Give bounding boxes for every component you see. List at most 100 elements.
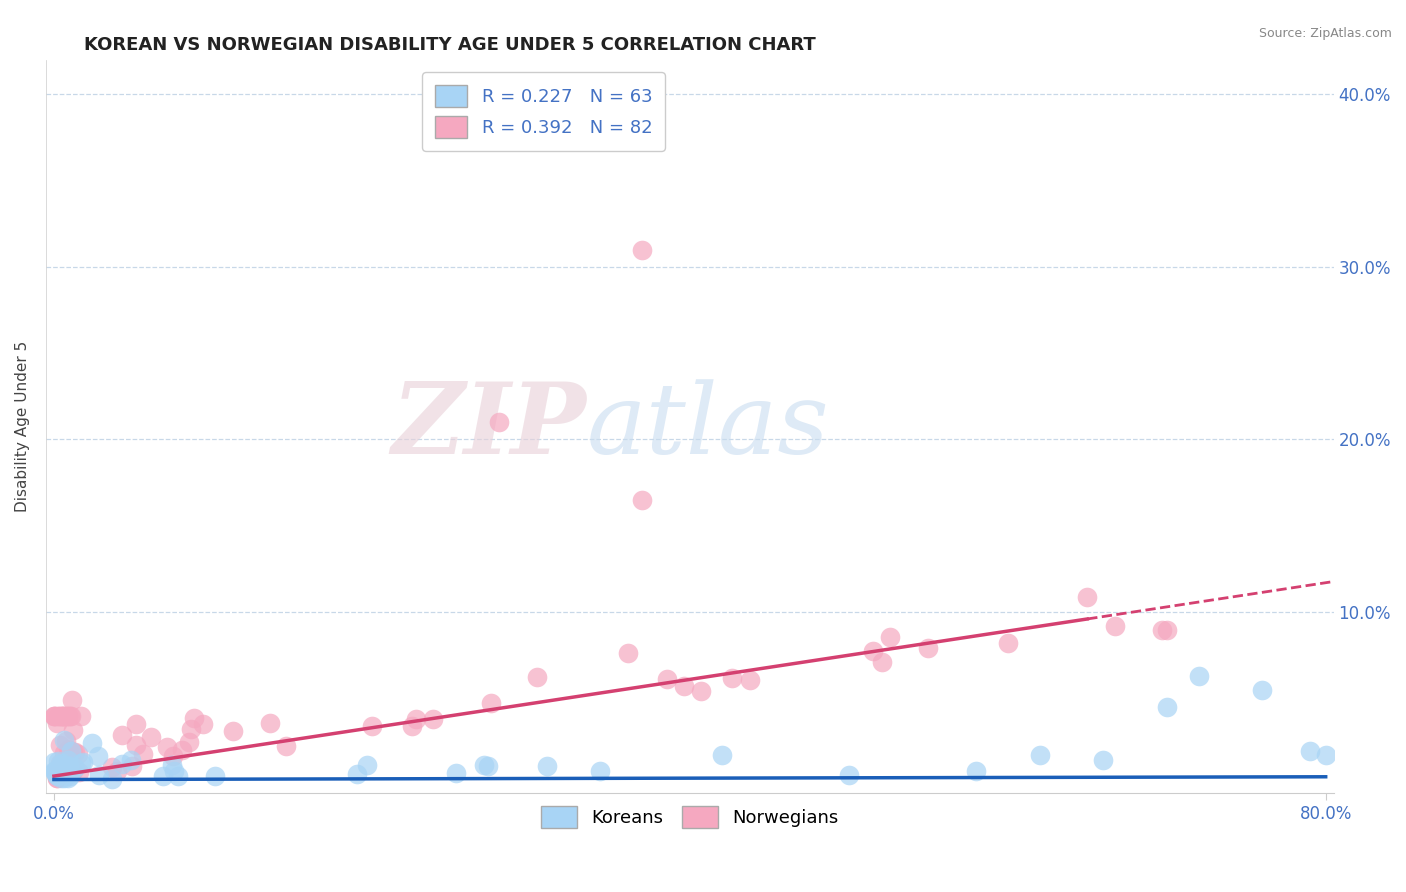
Point bbox=[45, 764, 67, 778]
Point bbox=[56, 753, 79, 767]
Point bbox=[179, 735, 201, 749]
Point bbox=[105, 764, 128, 778]
Point bbox=[589, 764, 612, 779]
Point bbox=[58, 759, 80, 773]
Point bbox=[51, 765, 73, 780]
Point bbox=[46, 769, 69, 783]
Point bbox=[49, 758, 72, 772]
Point bbox=[58, 771, 80, 785]
Point bbox=[67, 764, 90, 779]
Point bbox=[53, 771, 76, 785]
Point bbox=[180, 722, 202, 736]
Point bbox=[51, 708, 73, 723]
Point bbox=[60, 708, 83, 723]
Point bbox=[62, 746, 84, 760]
Point bbox=[67, 747, 90, 762]
Point bbox=[1156, 623, 1178, 637]
Point bbox=[479, 696, 502, 710]
Point bbox=[44, 755, 66, 769]
Point bbox=[46, 771, 69, 785]
Point bbox=[44, 764, 66, 778]
Point bbox=[120, 753, 142, 767]
Point bbox=[721, 671, 744, 685]
Point bbox=[59, 768, 82, 782]
Point bbox=[52, 746, 75, 760]
Point bbox=[710, 748, 733, 763]
Point bbox=[49, 765, 72, 780]
Point bbox=[536, 759, 558, 773]
Point bbox=[56, 764, 79, 778]
Point bbox=[44, 708, 66, 723]
Y-axis label: Disability Age Under 5: Disability Age Under 5 bbox=[15, 341, 30, 512]
Point bbox=[49, 761, 72, 775]
Point bbox=[259, 716, 281, 731]
Text: KOREAN VS NORWEGIAN DISABILITY AGE UNDER 5 CORRELATION CHART: KOREAN VS NORWEGIAN DISABILITY AGE UNDER… bbox=[84, 36, 815, 54]
Point bbox=[477, 759, 499, 773]
Point bbox=[58, 767, 80, 781]
Point bbox=[62, 764, 84, 779]
Point bbox=[152, 769, 174, 783]
Point bbox=[62, 723, 84, 737]
Point bbox=[51, 756, 73, 770]
Point bbox=[53, 732, 76, 747]
Point bbox=[446, 765, 468, 780]
Point bbox=[1156, 700, 1178, 714]
Point bbox=[72, 755, 94, 769]
Point bbox=[965, 764, 987, 779]
Point bbox=[63, 761, 86, 775]
Point bbox=[111, 729, 134, 743]
Point bbox=[48, 708, 70, 723]
Point bbox=[617, 647, 640, 661]
Point bbox=[191, 716, 214, 731]
Point bbox=[55, 757, 77, 772]
Point bbox=[156, 739, 179, 754]
Point bbox=[204, 769, 226, 783]
Point bbox=[42, 764, 65, 778]
Point bbox=[401, 719, 423, 733]
Point bbox=[58, 748, 80, 763]
Point bbox=[631, 243, 654, 257]
Point bbox=[52, 708, 75, 723]
Point bbox=[51, 757, 73, 772]
Point bbox=[70, 708, 93, 723]
Point bbox=[58, 744, 80, 758]
Point bbox=[44, 708, 66, 723]
Point bbox=[44, 708, 66, 723]
Point bbox=[53, 764, 76, 779]
Point bbox=[87, 749, 110, 764]
Point bbox=[862, 644, 884, 658]
Point bbox=[166, 769, 188, 783]
Point bbox=[49, 766, 72, 780]
Point bbox=[51, 762, 73, 776]
Point bbox=[183, 711, 205, 725]
Point bbox=[49, 771, 72, 785]
Point bbox=[162, 749, 184, 764]
Point bbox=[170, 743, 193, 757]
Point bbox=[132, 747, 155, 761]
Point bbox=[1150, 624, 1173, 638]
Point bbox=[1076, 590, 1098, 604]
Point bbox=[63, 745, 86, 759]
Point bbox=[56, 708, 79, 723]
Point bbox=[274, 739, 297, 754]
Point bbox=[472, 757, 495, 772]
Point bbox=[46, 769, 69, 783]
Point bbox=[1299, 744, 1322, 758]
Point bbox=[356, 758, 378, 772]
Point bbox=[46, 768, 69, 782]
Text: Source: ZipAtlas.com: Source: ZipAtlas.com bbox=[1258, 27, 1392, 40]
Point bbox=[1104, 619, 1126, 633]
Point bbox=[740, 673, 762, 687]
Point bbox=[60, 750, 83, 764]
Point bbox=[160, 758, 183, 772]
Legend: Koreans, Norwegians: Koreans, Norwegians bbox=[534, 799, 846, 836]
Point bbox=[657, 672, 679, 686]
Point bbox=[49, 756, 72, 770]
Point bbox=[488, 415, 510, 429]
Point bbox=[59, 708, 82, 723]
Point bbox=[49, 708, 72, 723]
Point bbox=[1315, 747, 1337, 762]
Point bbox=[52, 764, 75, 778]
Point bbox=[526, 670, 548, 684]
Point bbox=[48, 761, 70, 775]
